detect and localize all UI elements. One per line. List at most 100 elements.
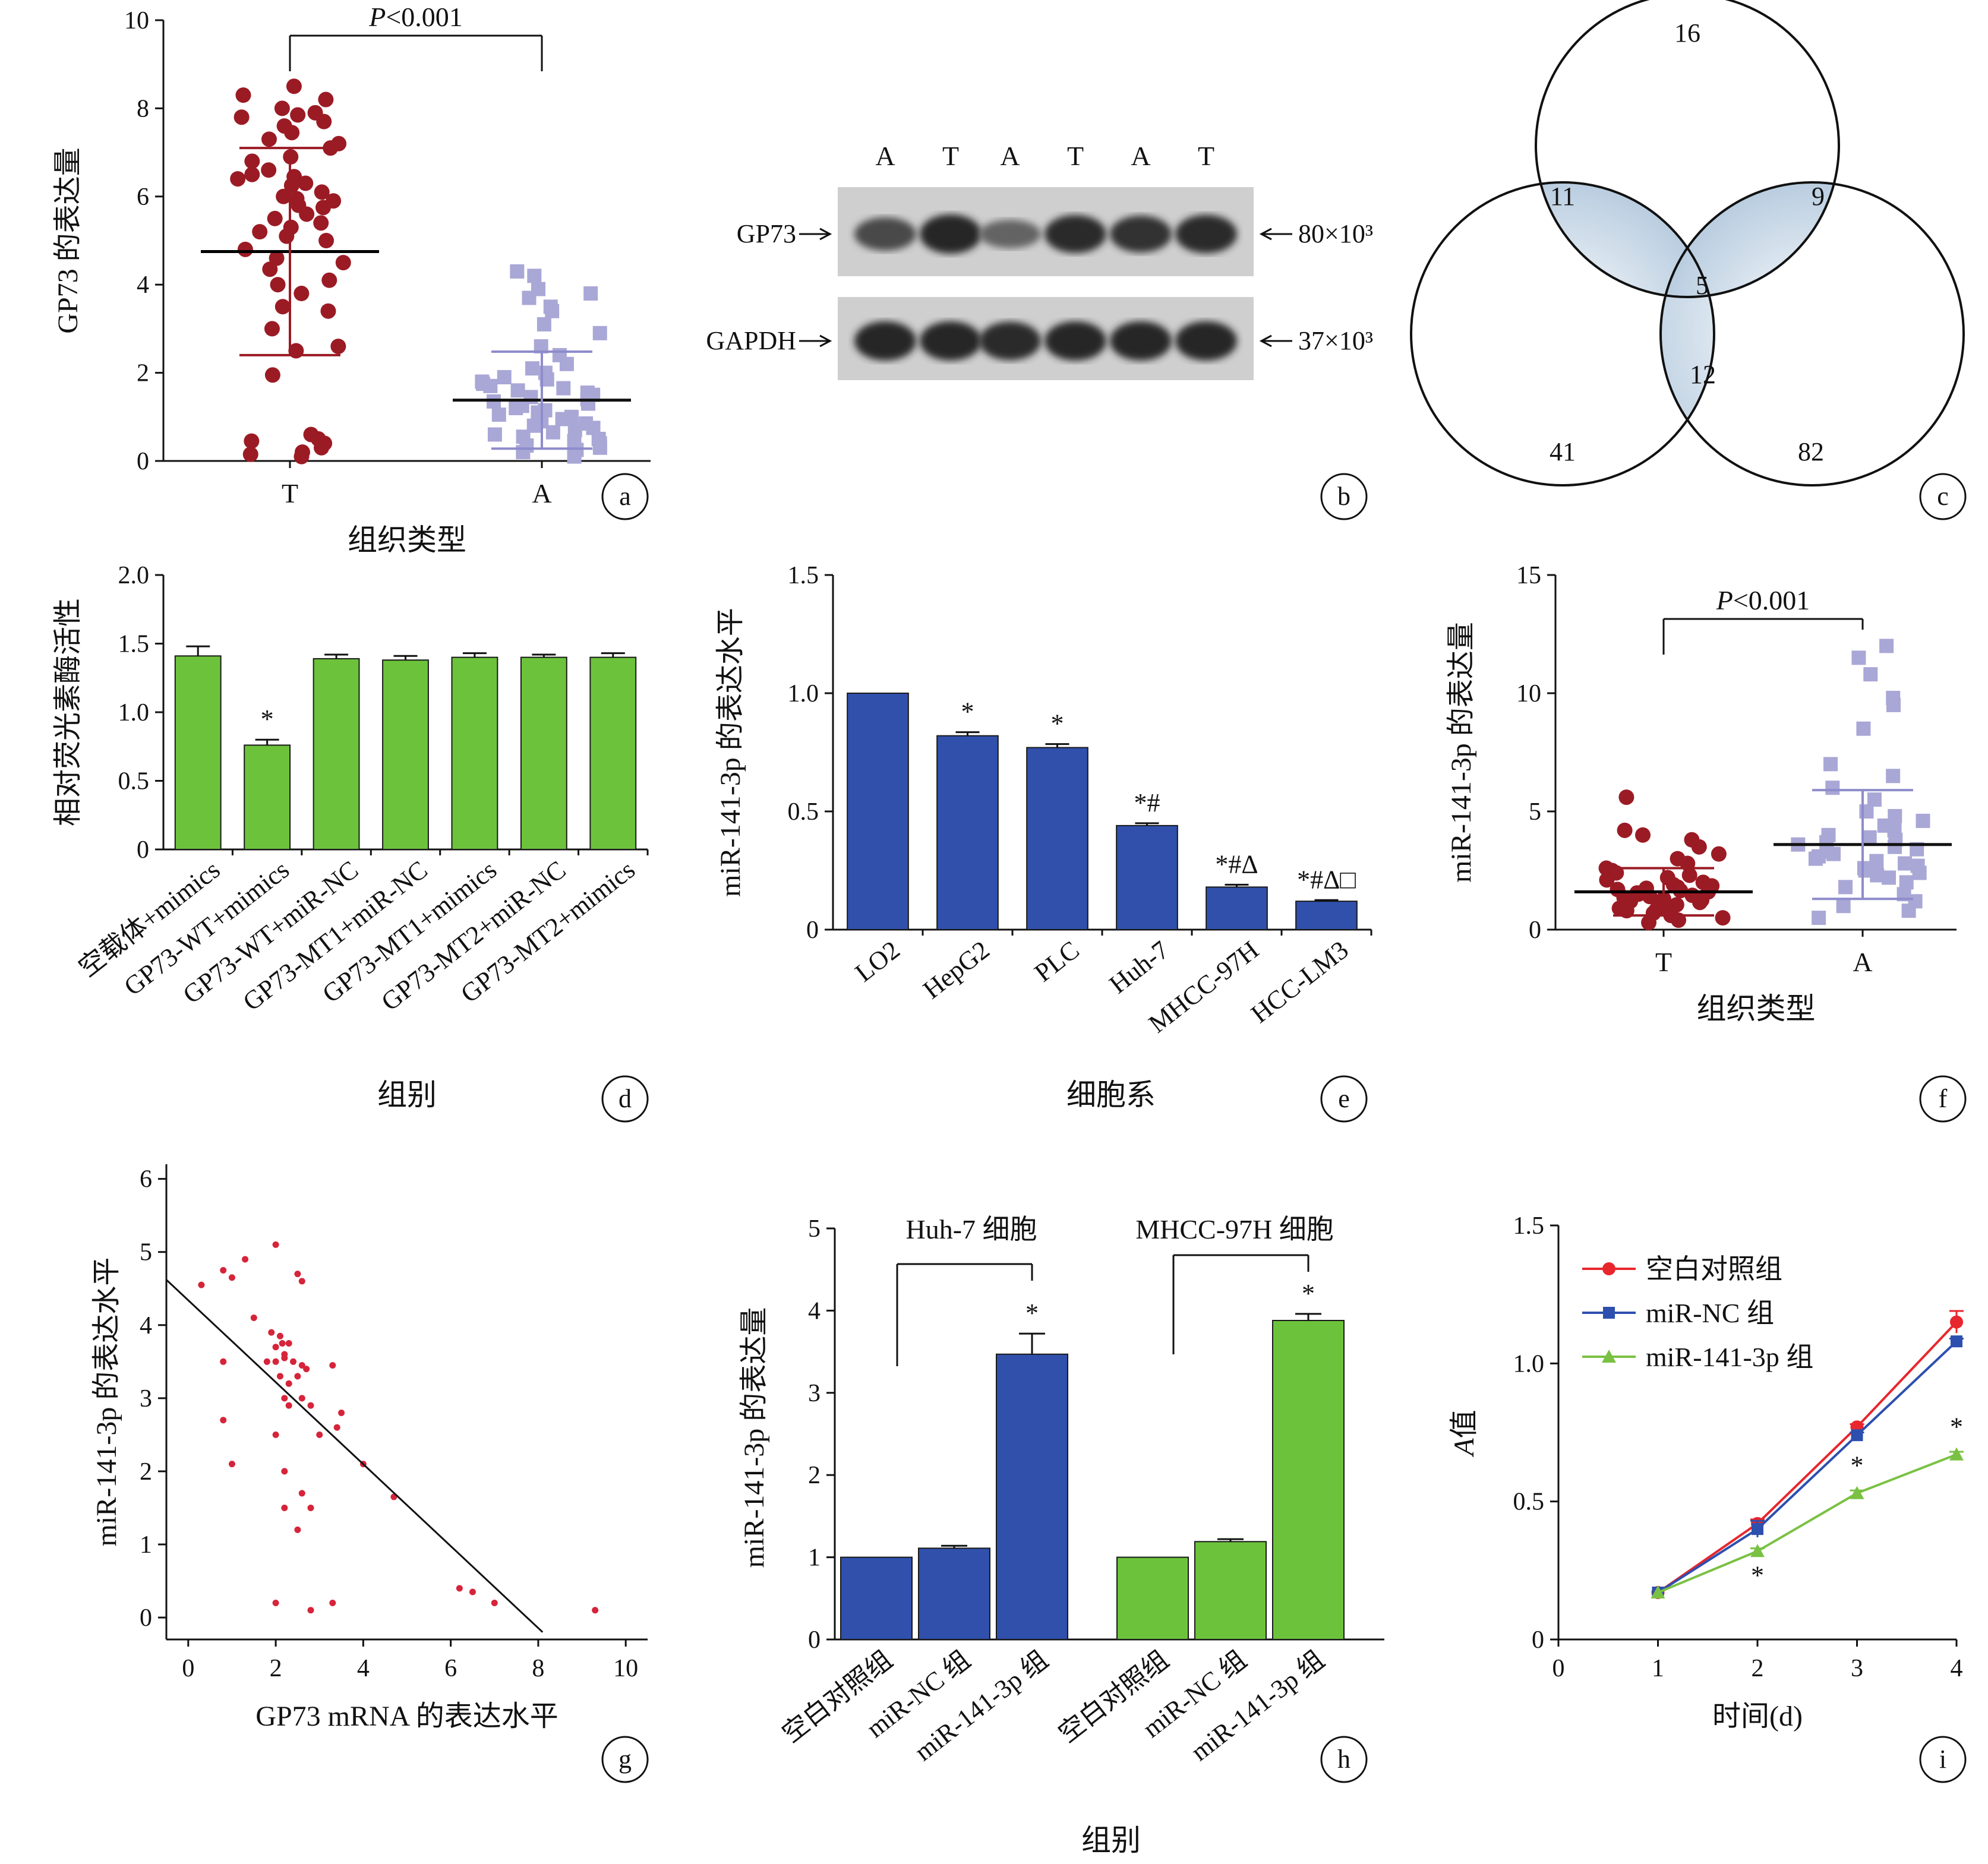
venn-count-all: 5 <box>1696 271 1709 300</box>
panel-b: A T A T A T GP73 80×10³ GAPDH 37×10³ b <box>706 141 1373 520</box>
data-point <box>545 304 560 318</box>
bar <box>1026 747 1088 931</box>
panel-label: a <box>619 482 631 511</box>
x-tick-label: miR-141-3p 组 <box>909 1645 1053 1767</box>
panel-label-circle <box>1919 473 1967 520</box>
bar <box>1116 1556 1189 1641</box>
panel-label: c <box>1937 482 1949 511</box>
marker-circle <box>1602 1262 1615 1275</box>
marker-triangle <box>1850 1486 1864 1499</box>
data-point <box>198 1281 205 1288</box>
data-point <box>303 1366 310 1373</box>
y-tick-label: 5 <box>808 1215 821 1243</box>
data-point <box>510 383 525 398</box>
data-point <box>1888 839 1902 854</box>
venn-circle-top <box>1535 0 1840 298</box>
bar <box>847 693 909 930</box>
data-point <box>1808 851 1823 866</box>
bar <box>451 656 498 850</box>
data-point <box>338 1409 345 1416</box>
data-point <box>1882 870 1897 885</box>
group-label: MHCC-97H 细胞 <box>1135 1214 1334 1244</box>
legend-label: miR-141-3p 组 <box>1646 1342 1813 1372</box>
data-point <box>307 1607 314 1614</box>
panel-d: 00.51.01.52.0空载体+mimics*GP73-WT+mimicsGP… <box>52 562 649 1123</box>
panel-label: b <box>1337 482 1350 511</box>
bar <box>382 659 429 850</box>
data-point <box>314 440 330 456</box>
y-tick-label: 0 <box>137 836 149 864</box>
x-tick-label: 4 <box>1951 1655 1963 1682</box>
data-point <box>456 1585 463 1592</box>
blot-band <box>1110 216 1172 252</box>
data-point <box>1812 911 1826 925</box>
data-point <box>556 381 571 396</box>
x-axis-label: 组别 <box>377 1078 437 1111</box>
y-tick-label: 0.5 <box>118 768 150 795</box>
panel-label-circle <box>1919 1736 1967 1783</box>
bar <box>1295 901 1358 930</box>
data-point <box>1886 697 1901 712</box>
band-name: GP73 <box>737 219 796 248</box>
panel-g: 0 1 2 3 4 5 6 0 2 4 6 8 10 miR-141-3p 的表达水平 GP73 mRNA … <box>91 1164 649 1783</box>
data-point <box>1711 846 1727 862</box>
y-axis-label: 相对荧光素酶活性 <box>52 598 84 826</box>
bar <box>840 1556 913 1641</box>
x-tick-label: PLC <box>1029 935 1085 987</box>
y-tick-label: 0 <box>140 1604 152 1632</box>
y-tick-label: 2 <box>140 1458 152 1486</box>
venn-count-left: 41 <box>1550 437 1576 466</box>
venn-count-right: 82 <box>1798 437 1824 466</box>
data-point <box>285 1340 292 1347</box>
data-point <box>235 87 251 103</box>
data-point <box>274 100 290 116</box>
lane-label: A <box>1131 141 1150 171</box>
y-tick-label: 0.5 <box>788 798 819 826</box>
data-point <box>272 1241 279 1248</box>
data-point <box>314 184 330 200</box>
arrow-right-icon <box>799 334 832 347</box>
data-point <box>592 440 607 455</box>
y-tick-label: 10 <box>124 7 149 34</box>
data-point <box>252 224 268 240</box>
data-point <box>274 299 291 315</box>
data-point <box>307 1402 314 1409</box>
data-point <box>1901 903 1916 918</box>
significance-mark: * <box>1025 1299 1039 1328</box>
data-point <box>228 1274 235 1281</box>
venn-count-top-left: 11 <box>1550 182 1575 211</box>
venn-shade-top <box>1536 182 1839 297</box>
data-point <box>321 272 337 288</box>
panel-label: i <box>1939 1745 1946 1774</box>
data-point <box>497 370 512 385</box>
x-tick-label: 2 <box>270 1655 282 1682</box>
data-point <box>1692 895 1708 911</box>
significance-label: P<0.001 <box>1716 585 1810 615</box>
blot-band <box>1175 214 1237 254</box>
data-point <box>286 78 302 94</box>
data-point <box>516 445 531 460</box>
data-point <box>281 1395 288 1402</box>
blot-band <box>1045 215 1106 253</box>
data-point <box>525 361 540 376</box>
data-point <box>233 109 250 125</box>
data-point <box>281 1468 288 1475</box>
data-point <box>559 356 574 371</box>
data-point <box>1862 830 1877 845</box>
venn-overlap-top-right <box>1661 182 1839 297</box>
band-molecular-weight: 37×10³ <box>1298 326 1373 355</box>
data-point <box>294 1271 301 1278</box>
panel-i: 0 0.5 1.0 1.5 0 1 2 3 4 * * * 空白对照组 miR-NC 组 miR-141-3… <box>1449 1212 1967 1783</box>
data-point <box>335 255 351 271</box>
data-point <box>527 268 542 283</box>
data-point <box>320 303 336 319</box>
data-point <box>318 91 334 108</box>
x-tick-label: Huh-7 <box>1104 935 1175 999</box>
data-point <box>509 400 523 415</box>
data-point <box>262 261 278 277</box>
y-tick-label: 1.0 <box>1513 1350 1545 1378</box>
data-point <box>298 1361 305 1369</box>
blot-band <box>979 321 1041 361</box>
venn-count-left-right: 12 <box>1690 360 1716 389</box>
data-point <box>261 162 277 178</box>
